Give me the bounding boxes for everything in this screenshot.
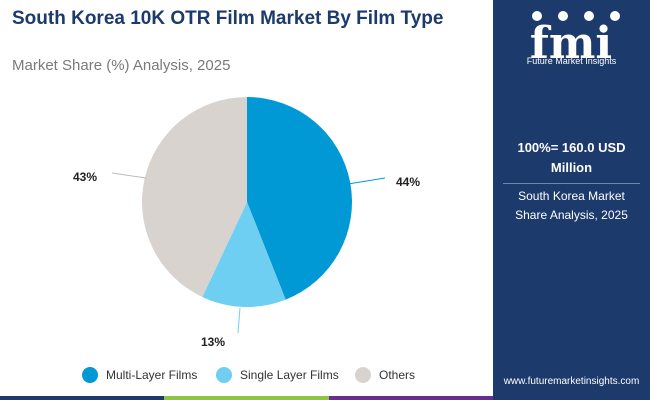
sidebar-divider xyxy=(503,183,640,184)
logo-text: Future Market Insights xyxy=(526,56,617,66)
chart-title: South Korea 10K OTR Film Market By Film … xyxy=(12,8,444,29)
bottom-bar-segment xyxy=(164,396,329,400)
market-total-unit: Million xyxy=(550,160,593,175)
info-sidebar: fmi Future Market Insights 100%= 160.0 U… xyxy=(493,0,650,400)
bottom-bar-segment xyxy=(0,396,165,400)
market-description-line2: Share Analysis, 2025 xyxy=(515,208,628,222)
market-description-line1: South Korea Market xyxy=(518,189,625,203)
pie-chart: 44% 13% 43% xyxy=(73,97,420,349)
fmi-logo-icon: fmi xyxy=(530,11,620,69)
leader-line xyxy=(111,172,147,179)
legend-item: Multi-Layer Films xyxy=(82,360,197,390)
legend-item: Others xyxy=(355,360,415,390)
leader-line xyxy=(347,177,386,185)
legend-item: Single Layer Films xyxy=(216,360,339,390)
bottom-color-bar xyxy=(0,396,493,400)
leader-line xyxy=(237,307,241,334)
pie-slice-multi-layer-films xyxy=(247,97,353,300)
market-total: 100%= 160.0 USD Million xyxy=(493,138,650,178)
chart-panel: South Korea 10K OTR Film Market By Film … xyxy=(0,8,493,400)
website-link[interactable]: www.futuremarketinsights.com xyxy=(503,376,640,387)
data-label: 44% xyxy=(396,175,420,189)
pie-slice-single-layer-films xyxy=(202,202,286,307)
legend-swatch xyxy=(82,367,98,383)
legend-swatch xyxy=(355,367,371,383)
market-description: South Korea Market Share Analysis, 2025 xyxy=(493,187,650,225)
legend-label: Multi-Layer Films xyxy=(106,368,198,382)
legend-label: Others xyxy=(379,368,416,382)
bottom-bar-segment xyxy=(328,396,493,400)
chart-subtitle: Market Share (%) Analysis, 2025 xyxy=(12,57,231,74)
pie-slice-others xyxy=(142,97,247,298)
market-total-value: 100%= 160.0 USD xyxy=(517,140,626,155)
data-label: 43% xyxy=(73,170,97,184)
logo-letters: fmi xyxy=(530,18,612,69)
legend-swatch xyxy=(216,367,232,383)
legend-label: Single Layer Films xyxy=(240,368,339,382)
data-label: 13% xyxy=(201,335,225,349)
legend: Multi-Layer Films Single Layer Films Other… xyxy=(0,360,493,390)
